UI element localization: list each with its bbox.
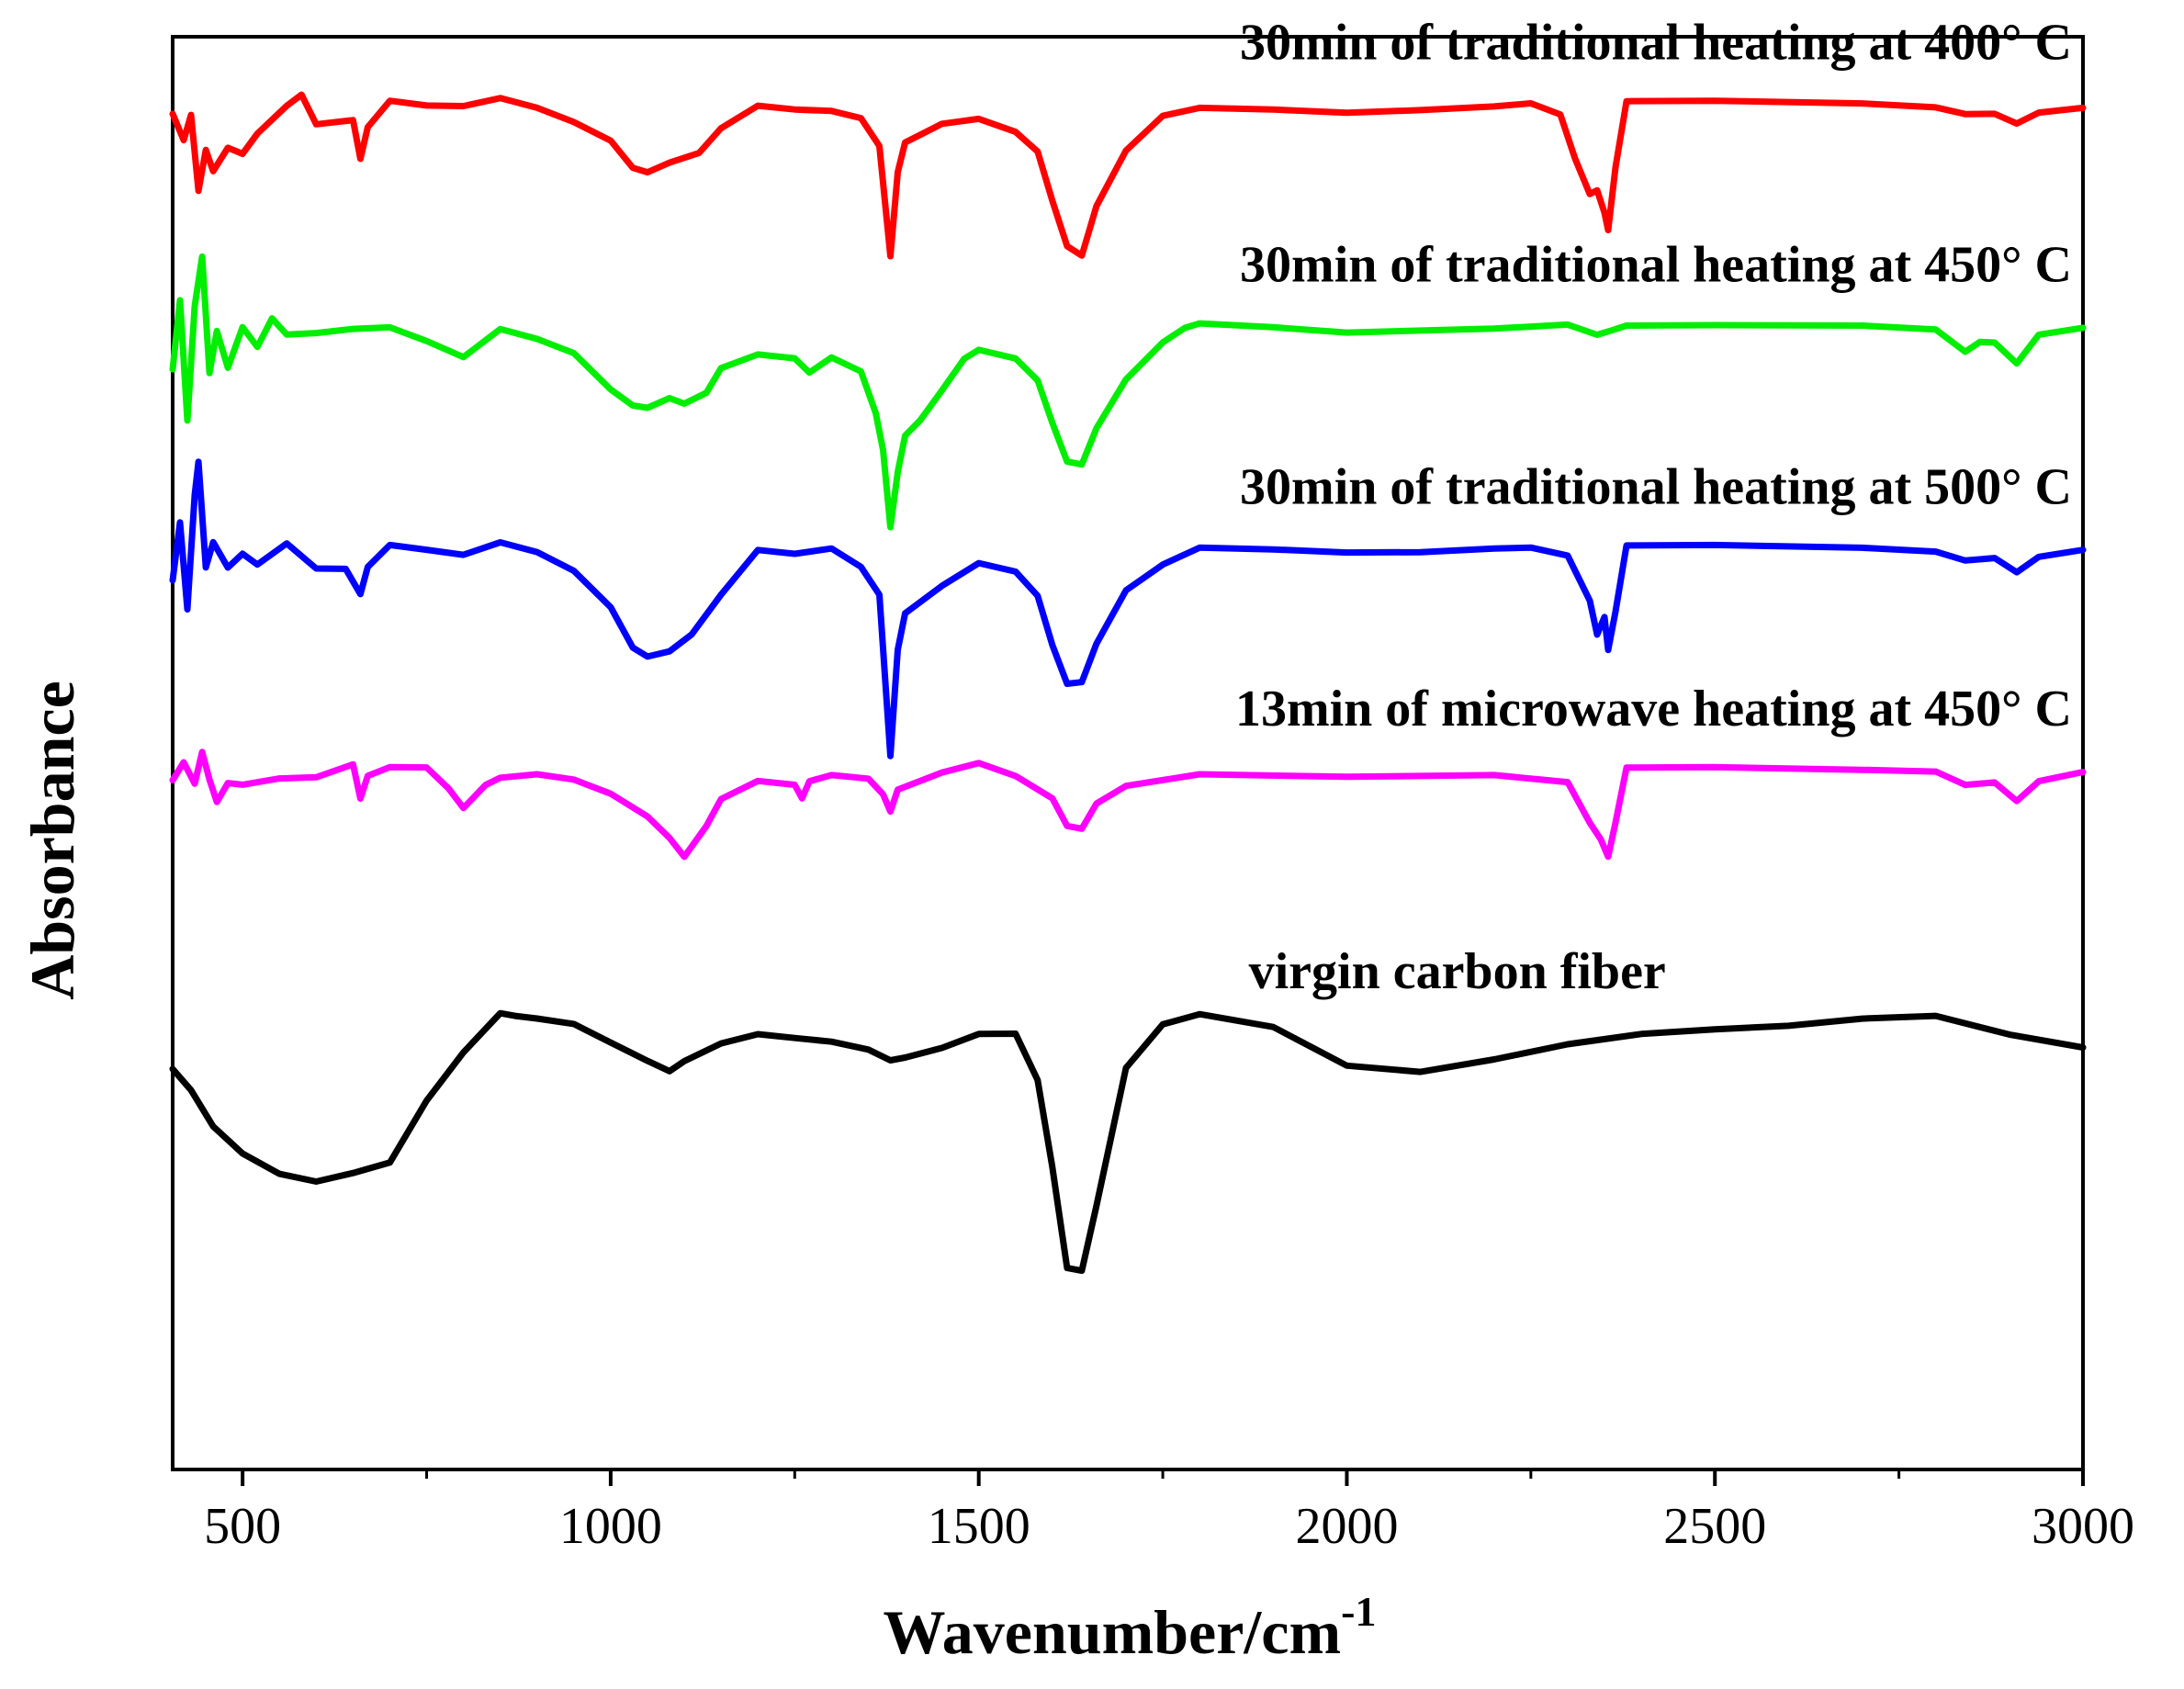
- series-line-4: [169, 1009, 2087, 1275]
- series-label-1: 30min of traditional heating at 450° C: [1240, 236, 2072, 293]
- series-line-1: [169, 253, 2087, 531]
- series-label-3: 13min of microwave heating at 450° C: [1235, 681, 2072, 738]
- series-curves: [169, 91, 2087, 1275]
- x-axis-title: Wavenumber/cm-1: [884, 1588, 1377, 1667]
- x-tick-label-0: 500: [204, 1498, 281, 1555]
- series-label-4: virgin carbon fiber: [1249, 943, 1666, 1000]
- x-tick-label-1: 1000: [559, 1498, 662, 1555]
- plot-frame: [171, 35, 2085, 1471]
- series-labels: 30min of traditional heating at 400° C 30…: [1235, 15, 2072, 1001]
- x-tick-label-2: 1500: [928, 1498, 1030, 1555]
- series-label-2: 30min of traditional heating at 500° C: [1240, 458, 2072, 515]
- x-axis-title-superscript: -1: [1341, 1588, 1376, 1635]
- x-axis: 500 1000 1500 2000 2500 3000: [204, 1469, 2134, 1555]
- series-line-0: [169, 91, 2087, 260]
- x-tick-label-3: 2000: [1295, 1498, 1398, 1555]
- series-line-2: [169, 458, 2087, 760]
- series-line-3: [169, 749, 2087, 861]
- x-tick-label-5: 3000: [2032, 1498, 2134, 1555]
- y-axis-title: Absorbance: [17, 681, 87, 1000]
- x-axis-title-main: Wavenumber/cm: [884, 1597, 1342, 1667]
- x-tick-label-4: 2500: [1663, 1498, 1766, 1555]
- series-label-0: 30min of traditional heating at 400° C: [1240, 15, 2072, 72]
